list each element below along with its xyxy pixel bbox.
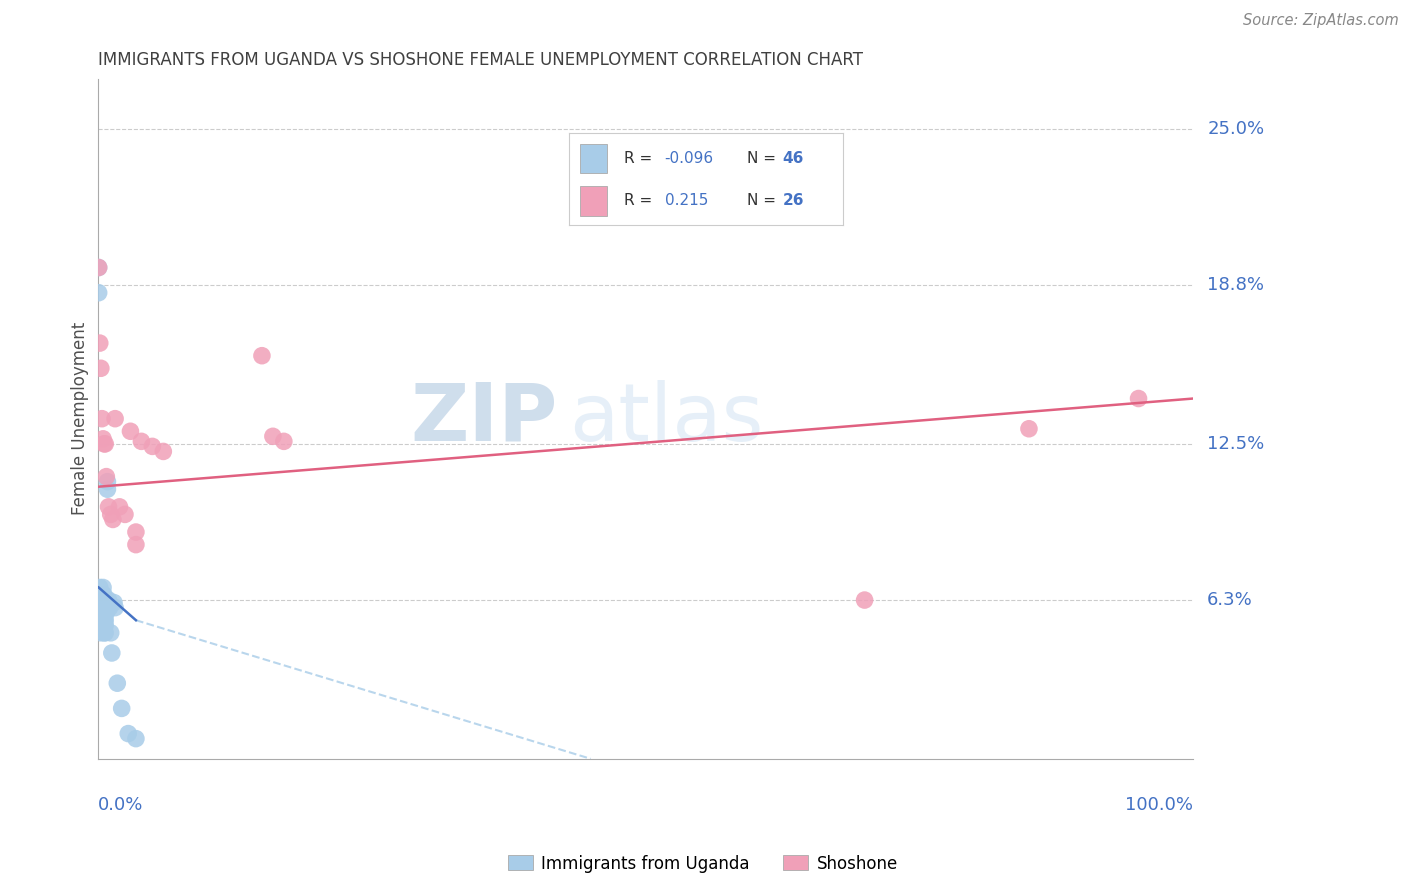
Point [98,600,121,615]
Point [90,600,112,615]
Point [93,618,115,632]
Point [152,444,174,458]
Point [91,600,114,615]
Text: IMMIGRANTS FROM UGANDA VS SHOSHONE FEMALE UNEMPLOYMENT CORRELATION CHART: IMMIGRANTS FROM UGANDA VS SHOSHONE FEMAL… [97,51,862,69]
Legend: Immigrants from Uganda, Shoshone: Immigrants from Uganda, Shoshone [502,848,904,880]
Point [96,600,118,615]
Point [93,588,115,602]
Point [93,596,115,610]
Point [94,618,117,632]
Point [101,512,124,526]
Point [90,361,112,376]
Point [91,593,114,607]
Point [104,600,127,615]
Point [1018,422,1040,436]
Point [93,437,115,451]
Point [91,613,114,627]
Text: 12.5%: 12.5% [1208,435,1264,453]
Point [105,676,128,690]
Text: Source: ZipAtlas.com: Source: ZipAtlas.com [1243,13,1399,29]
Point [125,538,148,552]
Point [93,606,115,620]
Point [250,349,273,363]
Point [273,434,295,449]
Point [97,500,120,514]
Point [93,600,115,615]
Point [853,593,876,607]
Point [96,469,118,483]
Point [91,600,114,615]
Text: ZIP: ZIP [411,380,558,458]
Text: atlas: atlas [569,380,763,458]
Point [1128,392,1150,406]
Point [100,508,122,522]
Point [96,593,118,607]
Point [93,613,115,627]
Point [89,581,111,595]
Point [101,646,124,660]
Point [97,593,120,607]
Point [89,593,111,607]
Point [141,439,163,453]
Point [91,432,114,446]
Point [120,424,142,438]
Point [125,524,148,539]
Point [91,581,114,595]
Point [100,625,122,640]
Text: 100.0%: 100.0% [1125,797,1194,814]
Point [91,411,114,425]
Point [94,593,117,607]
Point [96,482,118,496]
Point [94,625,117,640]
Point [96,606,118,620]
Text: 0.0%: 0.0% [97,797,143,814]
Text: 25.0%: 25.0% [1208,120,1264,138]
Point [103,596,125,610]
Point [131,434,153,449]
Point [87,285,110,300]
Point [90,625,112,640]
Point [87,260,110,275]
Point [91,613,114,627]
Point [89,336,111,351]
Point [91,588,114,602]
Point [125,731,148,746]
Point [90,593,112,607]
Point [91,606,114,620]
Point [91,593,114,607]
Point [96,475,118,489]
Point [114,508,136,522]
Point [93,625,115,640]
Point [91,588,114,602]
Point [94,600,117,615]
Point [117,726,139,740]
Point [94,437,117,451]
Point [104,411,127,425]
Point [111,701,134,715]
Point [94,606,117,620]
Point [94,613,117,627]
Point [108,500,131,514]
Y-axis label: Female Unemployment: Female Unemployment [72,322,89,516]
Text: 6.3%: 6.3% [1208,591,1253,609]
Text: 18.8%: 18.8% [1208,277,1264,294]
Point [87,260,110,275]
Point [93,593,115,607]
Point [262,429,284,443]
